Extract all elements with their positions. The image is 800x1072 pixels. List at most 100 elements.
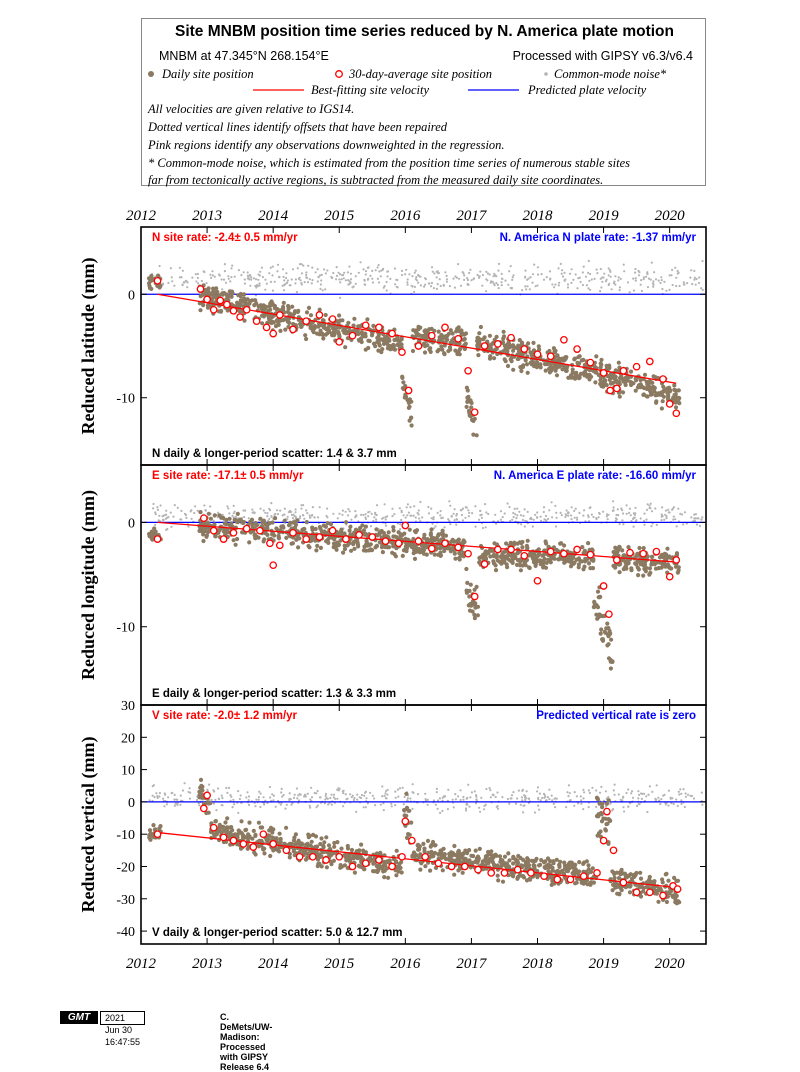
daily-position-point — [148, 828, 152, 832]
avg-30day-point — [369, 534, 375, 540]
cmn-point — [582, 515, 584, 517]
cmn-point — [652, 280, 654, 282]
cmn-point — [526, 790, 528, 792]
cmn-point — [385, 525, 387, 527]
daily-position-point — [314, 527, 318, 531]
cmn-point — [173, 285, 175, 287]
cmn-point — [672, 284, 674, 286]
daily-position-point — [484, 854, 488, 858]
cmn-point — [385, 797, 387, 799]
daily-position-point — [558, 542, 562, 546]
daily-position-point — [636, 573, 640, 577]
avg-30day-point — [270, 330, 276, 336]
daily-position-point — [318, 525, 322, 529]
cmn-point — [166, 803, 168, 805]
cmn-point — [224, 263, 226, 265]
daily-position-point — [628, 890, 632, 894]
cmn-point — [296, 797, 298, 799]
cmn-point — [250, 279, 252, 281]
daily-position-point — [198, 794, 202, 798]
cmn-point — [468, 806, 470, 808]
cmn-point — [578, 512, 580, 514]
daily-position-point — [209, 517, 213, 521]
cmn-point — [700, 287, 702, 289]
cmn-point — [543, 511, 545, 513]
cmn-point — [286, 282, 288, 284]
cmn-point — [251, 509, 253, 511]
avg-30day-point — [606, 611, 612, 617]
cmn-point — [675, 285, 677, 287]
cmn-point — [560, 512, 562, 514]
cmn-point — [386, 794, 388, 796]
panel-frame — [141, 465, 706, 705]
cmn-point — [338, 278, 340, 280]
cmn-point — [213, 520, 215, 522]
cmn-point — [646, 271, 648, 273]
cmn-point — [421, 516, 423, 518]
daily-position-point — [506, 851, 510, 855]
avg-30day-point — [267, 540, 273, 546]
daily-position-point — [655, 391, 659, 395]
cmn-point — [384, 792, 386, 794]
cmn-point — [431, 266, 433, 268]
cmn-point — [518, 511, 520, 513]
daily-position-point — [661, 553, 665, 557]
cmn-point — [551, 283, 553, 285]
cmn-point — [430, 508, 432, 510]
daily-position-point — [337, 332, 341, 336]
cmn-point — [180, 795, 182, 797]
daily-position-point — [453, 557, 457, 561]
cmn-point — [371, 278, 373, 280]
avg-30day-point — [253, 318, 259, 324]
avg-30day-point — [402, 522, 408, 528]
cmn-point — [570, 282, 572, 284]
cmn-point — [610, 276, 612, 278]
daily-position-point — [526, 860, 530, 864]
cmn-point — [294, 511, 296, 513]
y-tick-label: 0 — [128, 516, 135, 531]
cmn-point — [665, 510, 667, 512]
daily-position-point — [316, 325, 320, 329]
daily-position-point — [452, 853, 456, 857]
daily-position-point — [373, 344, 377, 348]
cmn-point — [608, 267, 610, 269]
daily-position-point — [483, 335, 487, 339]
cmn-point — [460, 509, 462, 511]
daily-position-point — [668, 566, 672, 570]
daily-position-point — [511, 856, 515, 860]
cmn-point — [225, 282, 227, 284]
cmn-point — [431, 517, 433, 519]
daily-position-point — [545, 362, 549, 366]
cmn-point — [582, 808, 584, 810]
cmn-point — [561, 514, 563, 516]
cmn-point — [543, 518, 545, 520]
cmn-point — [249, 275, 251, 277]
daily-position-point — [339, 528, 343, 532]
cmn-point — [651, 791, 653, 793]
cmn-point — [547, 518, 549, 520]
daily-position-point — [335, 548, 339, 552]
avg-30day-point — [607, 387, 613, 393]
daily-position-point — [225, 816, 229, 820]
daily-position-point — [321, 336, 325, 340]
daily-position-point — [525, 546, 529, 550]
cmn-point — [485, 511, 487, 513]
daily-position-point — [158, 285, 162, 289]
daily-position-point — [223, 820, 227, 824]
daily-position-point — [359, 843, 363, 847]
daily-position-point — [512, 346, 516, 350]
daily-position-point — [247, 821, 251, 825]
daily-position-point — [338, 866, 342, 870]
daily-position-point — [504, 541, 508, 545]
cmn-point — [621, 519, 623, 521]
y-axis-label: Reduced longitude (mm) — [78, 490, 99, 680]
daily-position-point — [648, 387, 652, 391]
daily-position-point — [331, 330, 335, 334]
cmn-point — [342, 792, 344, 794]
cmn-point — [283, 513, 285, 515]
avg-30day-point — [396, 540, 402, 546]
cmn-point — [551, 501, 553, 503]
cmn-point — [170, 267, 172, 269]
cmn-point — [652, 286, 654, 288]
cmn-point — [696, 278, 698, 280]
